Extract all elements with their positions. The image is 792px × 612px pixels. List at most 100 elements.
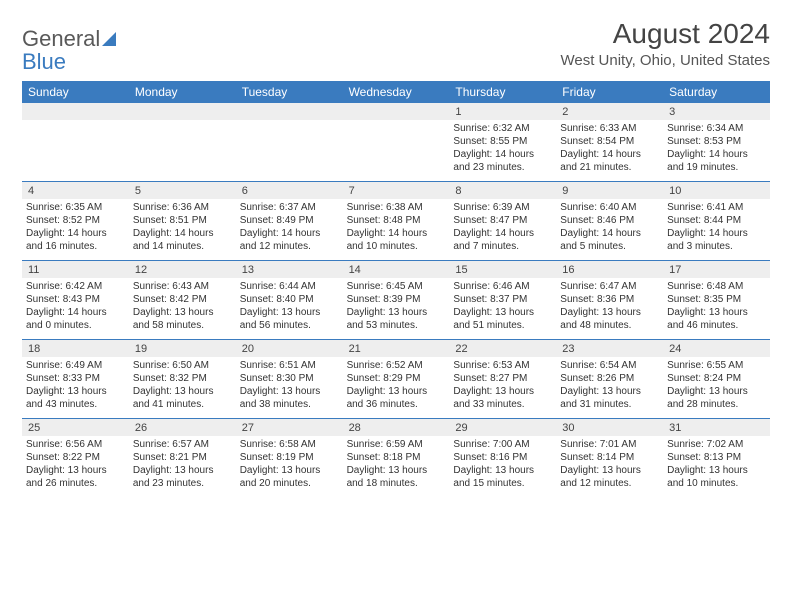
sunset-text: Sunset: 8:30 PM — [240, 372, 339, 385]
sunrise-text: Sunrise: 6:50 AM — [133, 359, 232, 372]
week-row: 4Sunrise: 6:35 AMSunset: 8:52 PMDaylight… — [22, 182, 770, 261]
sunrise-text: Sunrise: 6:47 AM — [560, 280, 659, 293]
week-row: 11Sunrise: 6:42 AMSunset: 8:43 PMDayligh… — [22, 261, 770, 340]
day-number: 20 — [236, 340, 343, 357]
daylight-text: Daylight: 14 hours and 12 minutes. — [240, 227, 339, 253]
day-number: 21 — [343, 340, 450, 357]
day-number: 16 — [556, 261, 663, 278]
daylight-text: Daylight: 13 hours and 56 minutes. — [240, 306, 339, 332]
day-number: 7 — [343, 182, 450, 199]
day-cell: 27Sunrise: 6:58 AMSunset: 8:19 PMDayligh… — [236, 419, 343, 497]
sunset-text: Sunset: 8:40 PM — [240, 293, 339, 306]
day-number: 4 — [22, 182, 129, 199]
day-label-thu: Thursday — [449, 81, 556, 103]
day-cell: 21 Sunrise: 6:52 AMSunset: 8:29 PMDayligh… — [343, 340, 450, 418]
day-cell — [129, 103, 236, 181]
daylight-text: Daylight: 13 hours and 10 minutes. — [667, 464, 766, 490]
sunrise-text: Sunrise: 6:58 AM — [240, 438, 339, 451]
day-cell: 31Sunrise: 7:02 AMSunset: 8:13 PMDayligh… — [663, 419, 770, 497]
day-number: 28 — [343, 419, 450, 436]
day-cell: 18Sunrise: 6:49 AMSunset: 8:33 PMDayligh… — [22, 340, 129, 418]
day-cell: 5Sunrise: 6:36 AMSunset: 8:51 PMDaylight… — [129, 182, 236, 260]
day-cell: 19Sunrise: 6:50 AMSunset: 8:32 PMDayligh… — [129, 340, 236, 418]
day-number: 8 — [449, 182, 556, 199]
sunset-text: Sunset: 8:22 PM — [26, 451, 125, 464]
day-cell: 17Sunrise: 6:48 AMSunset: 8:35 PMDayligh… — [663, 261, 770, 339]
daylight-text: Daylight: 13 hours and 23 minutes. — [133, 464, 232, 490]
day-number: 13 — [236, 261, 343, 278]
sunset-text: Sunset: 8:33 PM — [26, 372, 125, 385]
daylight-text: Daylight: 14 hours and 16 minutes. — [26, 227, 125, 253]
week-row: 18Sunrise: 6:49 AMSunset: 8:33 PMDayligh… — [22, 340, 770, 419]
daylight-text: Daylight: 13 hours and 38 minutes. — [240, 385, 339, 411]
sunset-text: Sunset: 8:48 PM — [347, 214, 446, 227]
daylight-text: Daylight: 13 hours and 20 minutes. — [240, 464, 339, 490]
sunset-text: Sunset: 8:55 PM — [453, 135, 552, 148]
sunset-text: Sunset: 8:36 PM — [560, 293, 659, 306]
calendar-page: General August 2024 West Unity, Ohio, Un… — [0, 0, 792, 507]
day-label-sat: Saturday — [663, 81, 770, 103]
daylight-text: Daylight: 14 hours and 14 minutes. — [133, 227, 232, 253]
day-label-wed: Wednesday — [343, 81, 450, 103]
sunset-text: Sunset: 8:53 PM — [667, 135, 766, 148]
day-number — [129, 103, 236, 120]
daylight-text: Daylight: 14 hours and 19 minutes. — [667, 148, 766, 174]
day-number: 31 — [663, 419, 770, 436]
daylight-text: Daylight: 14 hours and 23 minutes. — [453, 148, 552, 174]
page-title: August 2024 — [560, 18, 770, 50]
day-cell: 23Sunrise: 6:54 AMSunset: 8:26 PMDayligh… — [556, 340, 663, 418]
sunrise-text: Sunrise: 6:39 AM — [453, 201, 552, 214]
day-cell: 3Sunrise: 6:34 AMSunset: 8:53 PMDaylight… — [663, 103, 770, 181]
sunset-text: Sunset: 8:39 PM — [347, 293, 446, 306]
daylight-text: Daylight: 14 hours and 0 minutes. — [26, 306, 125, 332]
day-label-mon: Monday — [129, 81, 236, 103]
sunrise-text: Sunrise: 6:52 AM — [347, 359, 446, 372]
day-number: 18 — [22, 340, 129, 357]
day-cell: 22Sunrise: 6:53 AMSunset: 8:27 PMDayligh… — [449, 340, 556, 418]
day-cell: 16Sunrise: 6:47 AMSunset: 8:36 PMDayligh… — [556, 261, 663, 339]
day-cell: 14Sunrise: 6:45 AMSunset: 8:39 PMDayligh… — [343, 261, 450, 339]
sunrise-text: Sunrise: 6:51 AM — [240, 359, 339, 372]
logo-text-2: Blue — [22, 49, 770, 75]
day-number: 2 — [556, 103, 663, 120]
daylight-text: Daylight: 14 hours and 7 minutes. — [453, 227, 552, 253]
daylight-text: Daylight: 13 hours and 58 minutes. — [133, 306, 232, 332]
day-number: 27 — [236, 419, 343, 436]
sunset-text: Sunset: 8:29 PM — [347, 372, 446, 385]
day-number: 3 — [663, 103, 770, 120]
day-cell: 29Sunrise: 7:00 AMSunset: 8:16 PMDayligh… — [449, 419, 556, 497]
day-cell — [236, 103, 343, 181]
daylight-text: Daylight: 13 hours and 36 minutes. — [347, 385, 446, 411]
sunset-text: Sunset: 8:52 PM — [26, 214, 125, 227]
week-row: 25Sunrise: 6:56 AMSunset: 8:22 PMDayligh… — [22, 419, 770, 497]
calendar: Sunday Monday Tuesday Wednesday Thursday… — [22, 81, 770, 497]
day-number: 9 — [556, 182, 663, 199]
week-row: 1Sunrise: 6:32 AMSunset: 8:55 PMDaylight… — [22, 103, 770, 182]
sunrise-text: Sunrise: 6:41 AM — [667, 201, 766, 214]
sunset-text: Sunset: 8:44 PM — [667, 214, 766, 227]
sunrise-text: Sunrise: 6:32 AM — [453, 122, 552, 135]
daylight-text: Daylight: 13 hours and 46 minutes. — [667, 306, 766, 332]
sunset-text: Sunset: 8:26 PM — [560, 372, 659, 385]
sunrise-text: Sunrise: 6:38 AM — [347, 201, 446, 214]
daylight-text: Daylight: 13 hours and 43 minutes. — [26, 385, 125, 411]
day-cell: 20 Sunrise: 6:51 AMSunset: 8:30 PMDayligh… — [236, 340, 343, 418]
sunset-text: Sunset: 8:18 PM — [347, 451, 446, 464]
day-number: 25 — [22, 419, 129, 436]
day-cell: 13Sunrise: 6:44 AMSunset: 8:40 PMDayligh… — [236, 261, 343, 339]
daylight-text: Daylight: 14 hours and 3 minutes. — [667, 227, 766, 253]
sunrise-text: Sunrise: 7:00 AM — [453, 438, 552, 451]
sunrise-text: Sunrise: 6:43 AM — [133, 280, 232, 293]
day-cell: 26Sunrise: 6:57 AMSunset: 8:21 PMDayligh… — [129, 419, 236, 497]
daylight-text: Daylight: 14 hours and 21 minutes. — [560, 148, 659, 174]
day-cell: 4Sunrise: 6:35 AMSunset: 8:52 PMDaylight… — [22, 182, 129, 260]
day-number: 5 — [129, 182, 236, 199]
day-number: 22 — [449, 340, 556, 357]
sunrise-text: Sunrise: 7:01 AM — [560, 438, 659, 451]
day-label-sun: Sunday — [22, 81, 129, 103]
day-cell: 9Sunrise: 6:40 AMSunset: 8:46 PMDaylight… — [556, 182, 663, 260]
day-number — [22, 103, 129, 120]
sunset-text: Sunset: 8:16 PM — [453, 451, 552, 464]
daylight-text: Daylight: 13 hours and 31 minutes. — [560, 385, 659, 411]
day-number: 29 — [449, 419, 556, 436]
